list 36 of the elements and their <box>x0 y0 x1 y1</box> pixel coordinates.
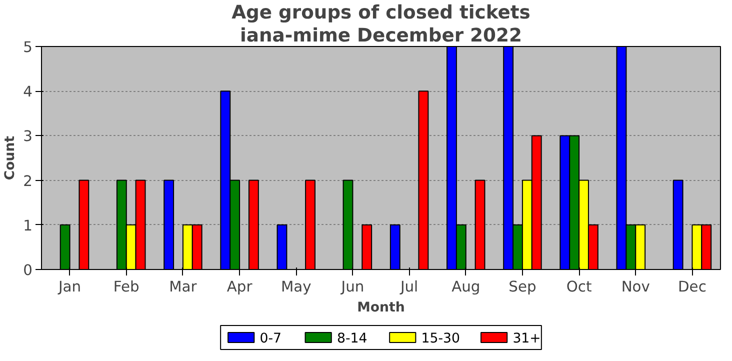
x-tick-label: Mar <box>169 278 198 296</box>
x-tick-label: Dec <box>678 278 706 296</box>
x-tick-label: Oct <box>566 278 592 296</box>
bar <box>164 180 174 270</box>
legend-label: 8-14 <box>336 332 368 346</box>
bar <box>418 90 429 270</box>
y-tick-label: 5 <box>23 39 33 56</box>
x-tick-label: Aug <box>452 278 480 296</box>
y-tick-label: 2 <box>23 172 33 190</box>
x-tick-label: Jan <box>57 278 82 296</box>
bar <box>362 224 372 270</box>
chart-title: Age groups of closed tickets <box>232 2 530 24</box>
x-tick-label: Feb <box>113 278 140 296</box>
bar <box>248 180 259 270</box>
y-tick-label: 3 <box>23 128 33 146</box>
legend-label: 0-7 <box>260 332 282 346</box>
legend-label: 15-30 <box>421 332 460 346</box>
x-tick-label: Sep <box>508 278 536 296</box>
x-tick-label: Nov <box>621 278 650 296</box>
bar <box>78 180 90 270</box>
x-tick-label: May <box>280 278 312 296</box>
bar <box>672 180 684 270</box>
x-axis-title: Month <box>357 300 405 316</box>
y-tick-label: 0 <box>23 262 33 279</box>
bar <box>305 180 316 270</box>
legend-label: 31+ <box>512 332 541 346</box>
bar <box>474 180 486 270</box>
y-axis-title: Count <box>3 135 18 180</box>
x-tick-label: Jul <box>399 278 418 296</box>
y-tick-label: 1 <box>23 217 33 234</box>
x-tick-label: Apr <box>226 278 254 296</box>
bar <box>276 224 288 270</box>
y-tick-label: 4 <box>23 84 33 101</box>
chart-subtitle: iana-mime December 2022 <box>240 26 522 46</box>
bar <box>390 224 400 270</box>
x-tick-label: Jun <box>340 278 364 296</box>
